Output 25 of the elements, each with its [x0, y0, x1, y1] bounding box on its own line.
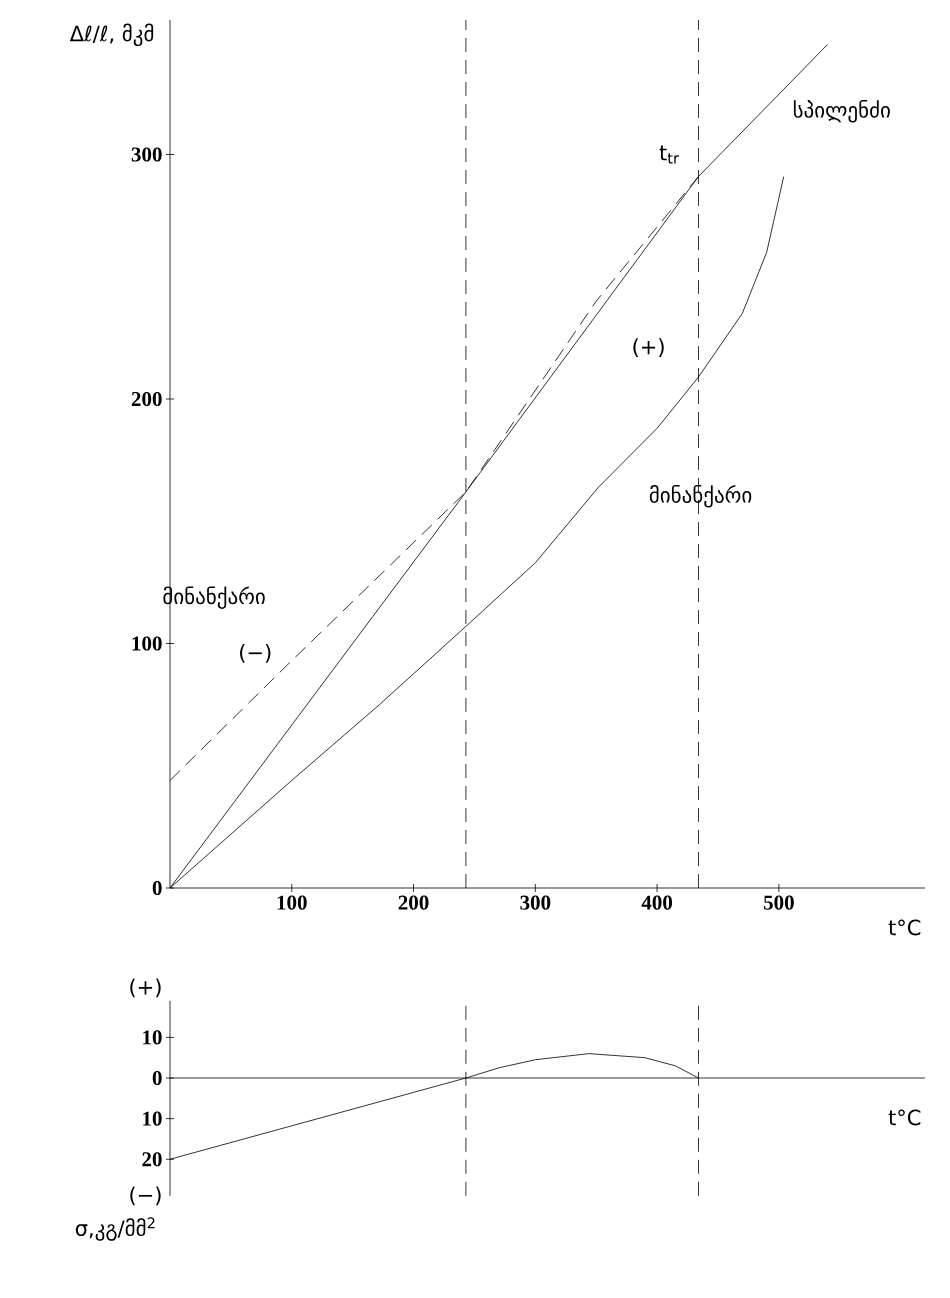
x-tick-label: 200: [398, 895, 429, 910]
x-axis-title: t°C: [888, 919, 921, 936]
text: მინანქარი: [163, 586, 265, 609]
series-label: მინანქარი: [649, 485, 752, 508]
y-tick-label: 100: [132, 636, 162, 651]
annotation: t$_{tr}$: [659, 145, 680, 164]
y-tick-label: 10: [143, 1111, 162, 1126]
y-tick-label: 10: [143, 1030, 162, 1045]
annotation: (+): [633, 338, 664, 358]
y-axis-title: σ,კგ/მმ$^{2}$: [75, 1217, 155, 1241]
y-tick-label: 0: [152, 880, 162, 896]
x-tick-label: 400: [641, 895, 673, 910]
y-tick-label: 200: [131, 391, 162, 407]
x-axis-title: t°C: [888, 1109, 921, 1126]
y-tick-label: 20: [142, 1152, 162, 1167]
y-axis-title: Δℓ/ℓ, მკმ: [69, 23, 154, 47]
x-tick-label: 100: [277, 895, 307, 910]
text: (+): [130, 978, 161, 998]
x-tick-label: 500: [763, 895, 794, 910]
text: (−): [130, 1186, 161, 1206]
annotation: (−): [240, 643, 271, 663]
x-tick-label: 300: [520, 895, 551, 910]
series-label: სპილენძი: [793, 100, 890, 123]
y-tick-label: 0: [152, 1070, 162, 1086]
y-tick-label: 300: [131, 147, 162, 162]
